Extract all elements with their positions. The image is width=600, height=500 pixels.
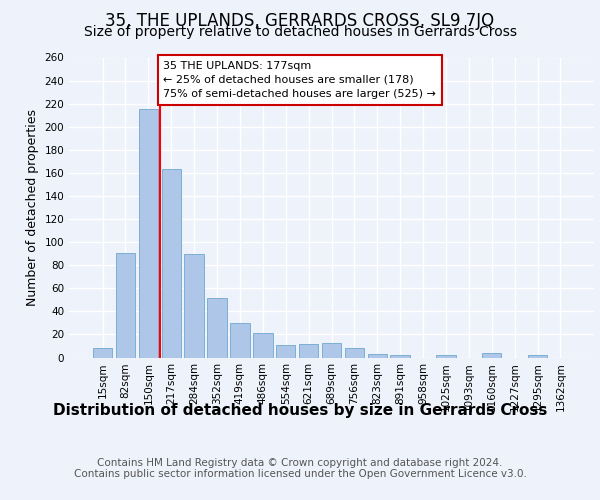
Bar	[391, 355, 410, 358]
Bar	[161, 170, 181, 358]
Bar	[436, 355, 455, 358]
Bar	[368, 354, 387, 358]
Bar	[528, 355, 547, 358]
Bar	[344, 348, 364, 358]
Bar	[253, 334, 272, 357]
Bar	[116, 252, 135, 358]
Bar	[93, 348, 112, 358]
Text: 35, THE UPLANDS, GERRARDS CROSS, SL9 7JQ: 35, THE UPLANDS, GERRARDS CROSS, SL9 7JQ	[106, 12, 494, 30]
Bar	[299, 344, 319, 357]
Text: Distribution of detached houses by size in Gerrards Cross: Distribution of detached houses by size …	[53, 402, 547, 417]
Text: Size of property relative to detached houses in Gerrards Cross: Size of property relative to detached ho…	[83, 25, 517, 39]
Bar	[322, 342, 341, 357]
Bar	[208, 298, 227, 358]
Bar	[230, 323, 250, 358]
Bar	[276, 345, 295, 358]
Y-axis label: Number of detached properties: Number of detached properties	[26, 109, 39, 306]
Bar	[482, 353, 502, 358]
Text: Contains HM Land Registry data © Crown copyright and database right 2024.
Contai: Contains HM Land Registry data © Crown c…	[74, 458, 526, 479]
Text: 35 THE UPLANDS: 177sqm
← 25% of detached houses are smaller (178)
75% of semi-de: 35 THE UPLANDS: 177sqm ← 25% of detached…	[163, 61, 436, 99]
Bar	[139, 110, 158, 358]
Bar	[184, 254, 204, 358]
